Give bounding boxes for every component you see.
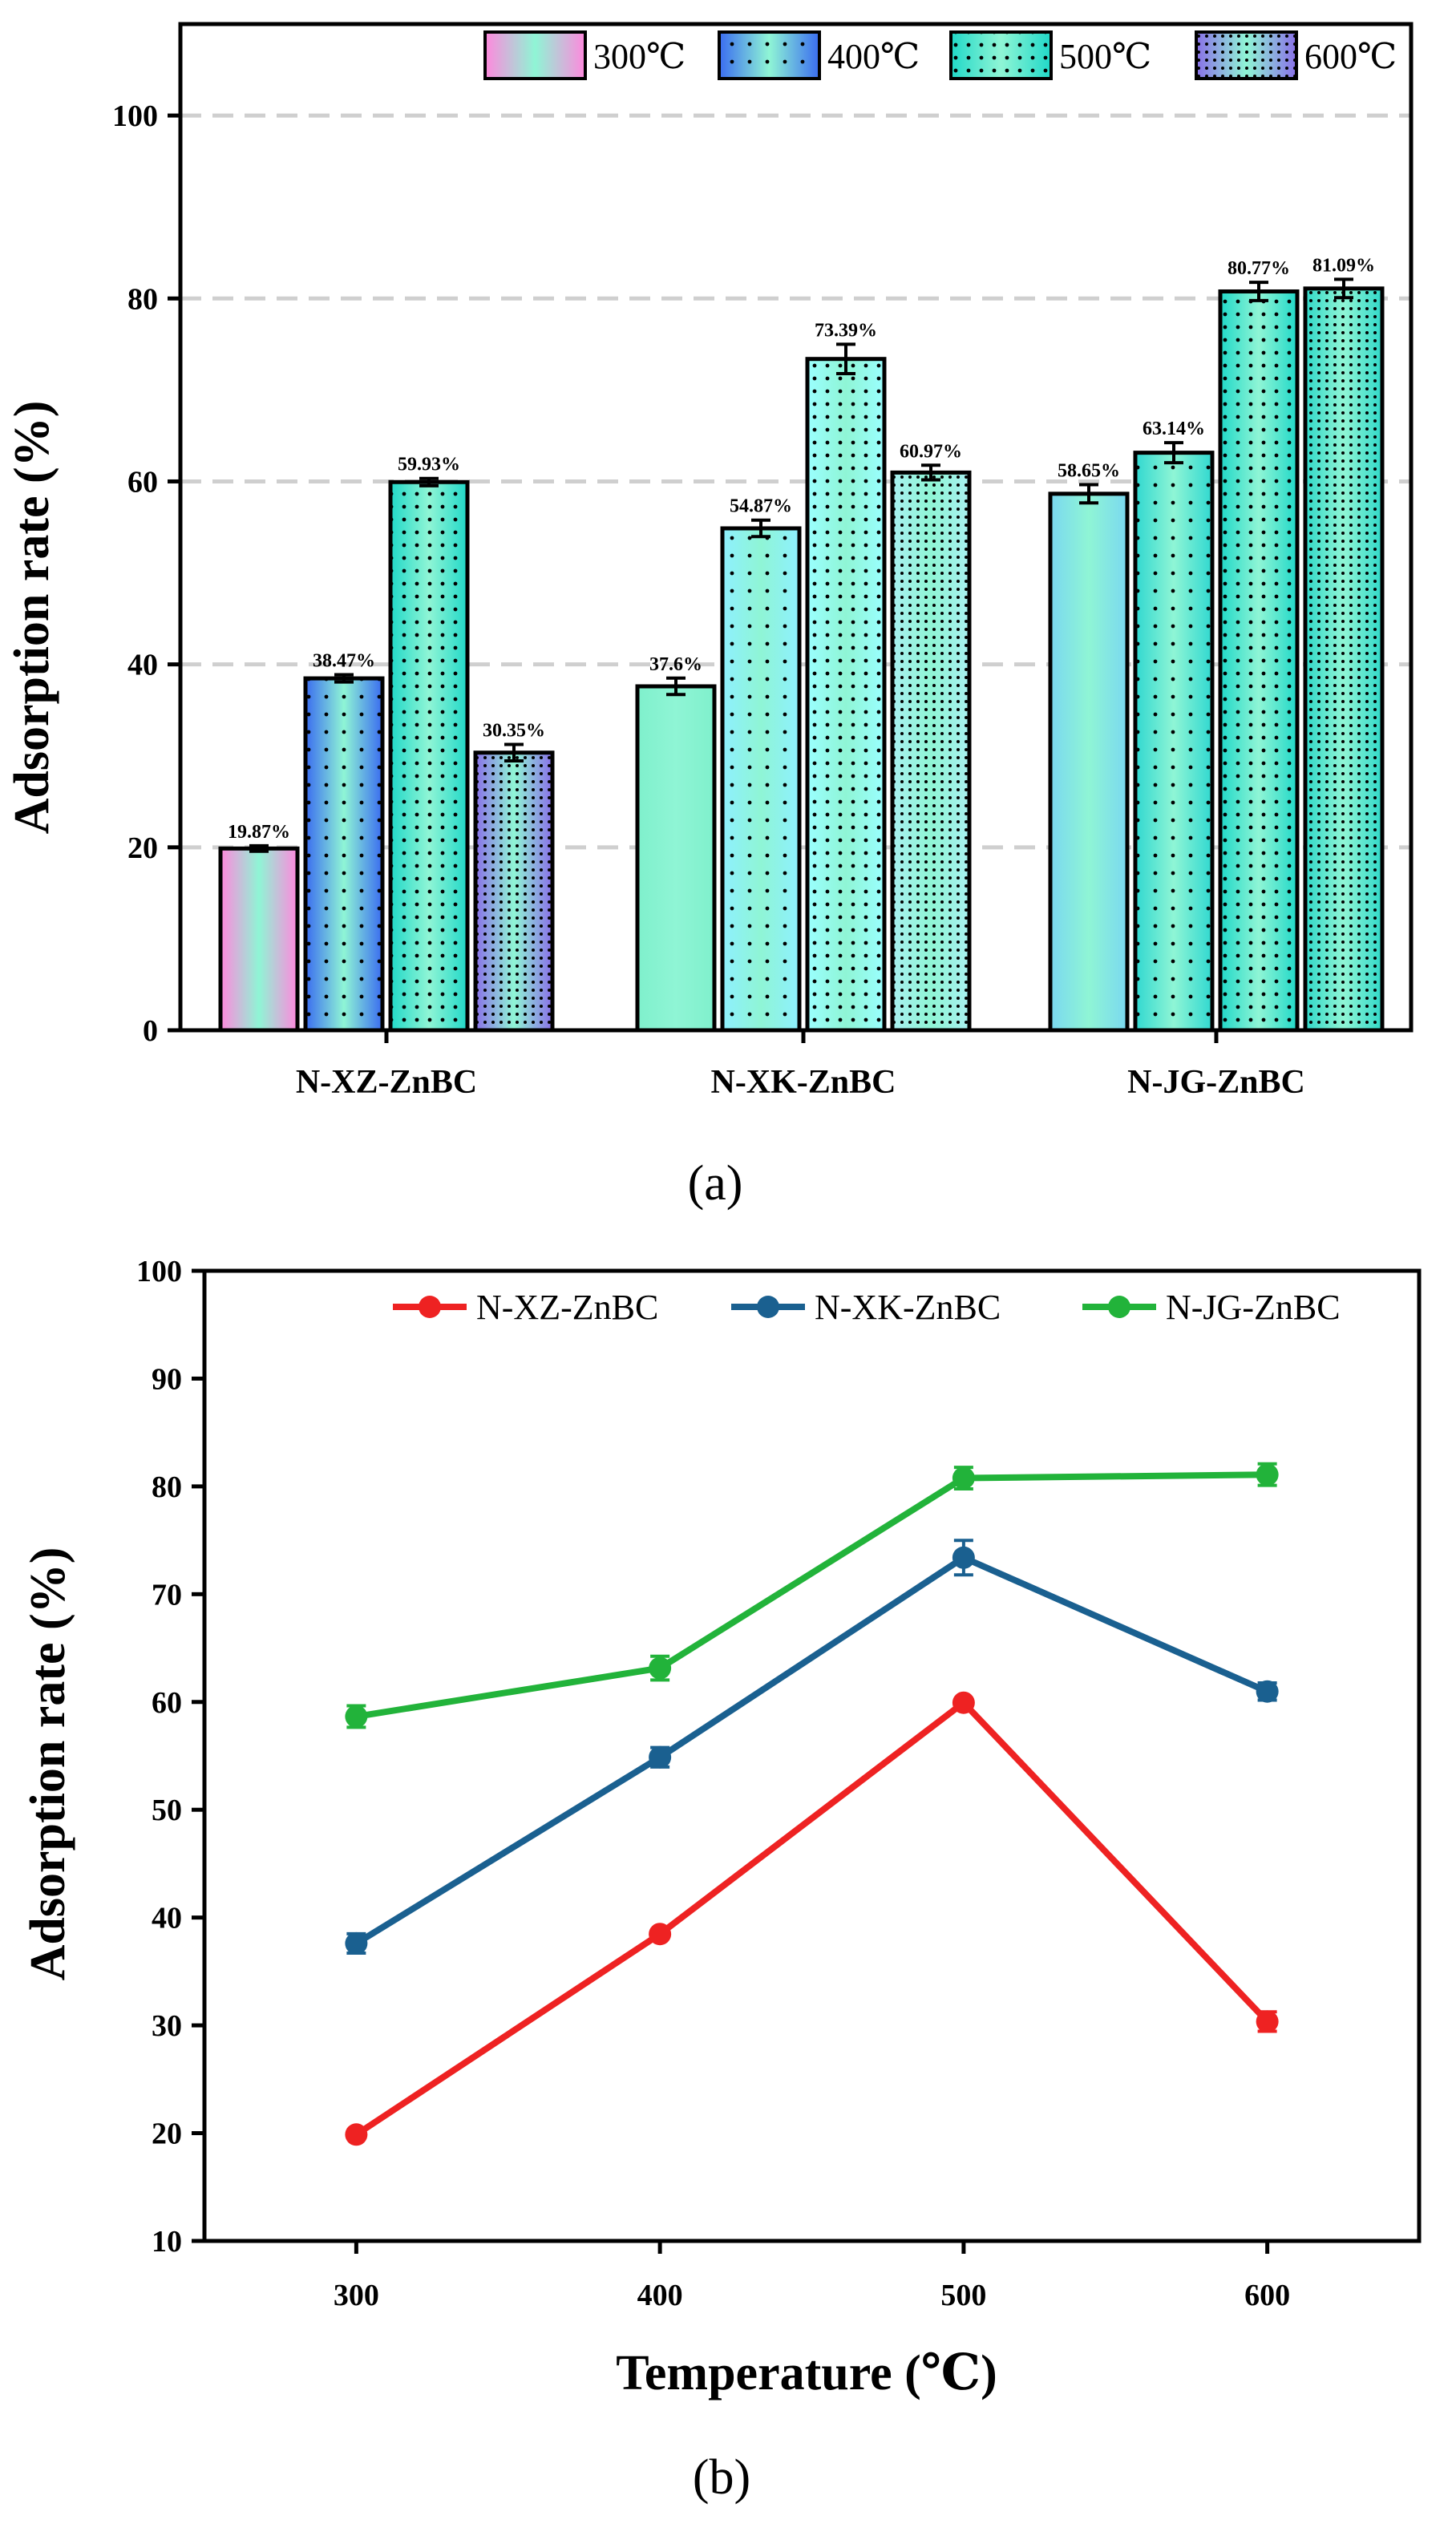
legend-label: 500℃ (1059, 37, 1151, 76)
x-tick-label: 400 (637, 2279, 683, 2312)
legend-label: N-XZ-ZnBC (476, 1288, 658, 1327)
data-point (649, 1923, 672, 1946)
panel-label-b: (b) (693, 2450, 750, 2505)
x-category-label: N-XZ-ZnBC (296, 1064, 477, 1101)
legend: N-XZ-ZnBC N-XK-ZnBC N-JG-ZnBC (393, 1288, 1341, 1327)
bar-N-JG-ZnBC-300℃ (1048, 491, 1130, 1033)
bar-pattern (1305, 288, 1382, 1031)
legend: 300℃ 400℃ 500℃ 600℃ (483, 30, 1397, 80)
bar-pattern (1135, 452, 1212, 1030)
axes: 0 20 40 60 80 100 N-XZ-ZnBC N-XK-ZnBC N-JG-ZnBC (112, 22, 1414, 1101)
data-point (345, 1705, 368, 1728)
legend-label: N-JG-ZnBC (1166, 1288, 1341, 1327)
y-tick-label: 40 (152, 1902, 182, 1935)
bar-N-XZ-ZnBC-300℃ (218, 846, 300, 1033)
y-tick-label: 80 (127, 282, 158, 316)
data-point (649, 1745, 672, 1769)
legend-marker (419, 1296, 441, 1318)
y-tick-label: 70 (152, 1578, 182, 1612)
plot-frame (202, 1268, 1422, 2243)
data-point (952, 1466, 975, 1490)
data-point (345, 1931, 368, 1955)
bar-value-label: 73.39% (815, 320, 877, 341)
bar-pattern (892, 472, 969, 1030)
bar-value-label: 59.93% (398, 455, 460, 475)
bar-value-labels: 19.87% 38.47% 59.93% 30.35% 37.6% 54.87% 73.39… (228, 255, 1375, 842)
bar-value-label: 19.87% (228, 822, 290, 843)
bar-value-label: 38.47% (313, 651, 375, 672)
bar-pattern (1220, 291, 1297, 1030)
legend-label: N-XK-ZnBC (815, 1288, 1001, 1327)
bar-value-label: 80.77% (1227, 258, 1290, 279)
y-tick-label: 30 (152, 2009, 182, 2043)
series-lines (354, 1471, 1270, 2138)
bar-value-label: 60.97% (900, 441, 962, 462)
y-tick-label: 20 (152, 2117, 182, 2151)
data-point (1256, 2010, 1279, 2033)
y-tick-label: 80 (152, 1470, 182, 1504)
y-tick-label: 100 (136, 1255, 182, 1288)
bar-chart-panel-a: 19.87% 38.47% 59.93% 30.35% 37.6% 54.87% 73.39… (5, 22, 1414, 1101)
legend-label: 300℃ (593, 37, 686, 76)
legend-marker (1108, 1296, 1130, 1318)
series-line-N-XZ-ZnBC (354, 1699, 1270, 2138)
data-point (952, 1691, 975, 1714)
legend-label: 400℃ (827, 37, 920, 76)
line-chart-panel-b: 10 20 30 40 50 60 70 80 90 100 300 400 500 600 N-XZ-Z… (21, 1255, 1422, 2400)
y-tick-label: 90 (152, 1362, 182, 1396)
x-category-label: N-XK-ZnBC (710, 1064, 896, 1101)
y-tick-label: 40 (127, 649, 158, 682)
data-point (952, 1546, 975, 1569)
legend-swatch-pattern (951, 32, 1051, 79)
y-axis-label: Adsorption rate (%) (5, 401, 59, 835)
bar-pattern (807, 358, 884, 1030)
y-tick-label: 50 (152, 1794, 182, 1827)
bar-value-label: 58.65% (1058, 460, 1120, 481)
bar-pattern (305, 678, 382, 1030)
bars (218, 286, 1385, 1033)
bar-value-label: 54.87% (730, 496, 792, 517)
y-tick-label: 10 (152, 2225, 182, 2259)
x-axis-label: Temperature (℃) (616, 2346, 997, 2400)
legend-marker (757, 1296, 779, 1318)
series-line-N-JG-ZnBC (355, 1471, 1268, 1720)
legend-label: 600℃ (1304, 37, 1397, 76)
y-tick-label: 0 (143, 1014, 158, 1048)
x-tick-label: 600 (1244, 2279, 1290, 2312)
y-axis-label: Adsorption rate (%) (21, 1547, 75, 1981)
bar-value-label: 37.6% (649, 654, 702, 675)
panel-label-a: (a) (688, 1156, 743, 1211)
data-point (1256, 1680, 1279, 1703)
y-tick-label: 20 (127, 831, 158, 865)
x-category-label: N-JG-ZnBC (1127, 1064, 1305, 1101)
data-point (649, 1656, 672, 1680)
bar-value-label: 63.14% (1143, 419, 1205, 439)
bar-pattern (722, 528, 799, 1030)
legend-swatch-pattern (719, 32, 819, 79)
y-tick-label: 60 (127, 465, 158, 499)
bar-pattern (475, 752, 552, 1030)
data-points (345, 1462, 1279, 2146)
bar-pattern (390, 482, 467, 1030)
legend-swatch (483, 30, 587, 80)
series-line-N-XK-ZnBC (354, 1554, 1269, 1947)
bar-N-XK-ZnBC-300℃ (635, 684, 717, 1033)
y-tick-label: 100 (112, 99, 158, 133)
x-tick-label: 300 (334, 2279, 379, 2312)
legend-swatch-pattern (1196, 32, 1296, 79)
bar-value-label: 81.09% (1312, 255, 1375, 276)
plot-frame (178, 22, 1414, 1033)
bar-value-label: 30.35% (483, 720, 545, 741)
x-tick-label: 500 (940, 2279, 986, 2312)
error-bars (249, 277, 1353, 853)
data-point (345, 2123, 368, 2146)
y-tick-label: 60 (152, 1686, 182, 1720)
axes: 10 20 30 40 50 60 70 80 90 100 300 400 500 600 (136, 1255, 1422, 2312)
data-point (1256, 1463, 1279, 1486)
